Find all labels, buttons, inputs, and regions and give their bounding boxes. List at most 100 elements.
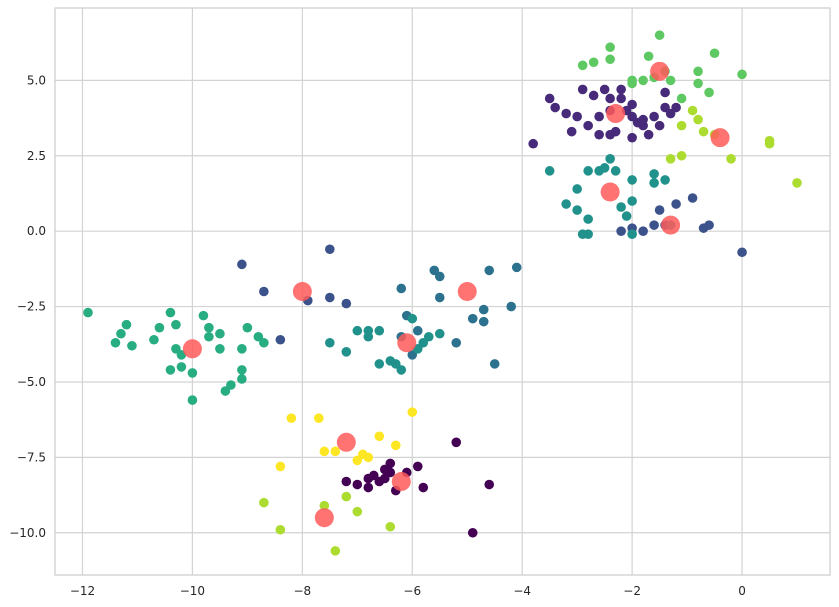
data-point xyxy=(627,196,637,206)
x-tick-label: −8 xyxy=(293,584,311,598)
data-point xyxy=(451,437,462,448)
data-point xyxy=(396,283,407,294)
data-point xyxy=(489,359,500,369)
data-point xyxy=(204,322,214,333)
data-point xyxy=(605,153,615,164)
data-point xyxy=(671,199,681,209)
data-point xyxy=(237,259,247,270)
data-point xyxy=(550,102,560,113)
data-point xyxy=(165,365,176,375)
data-point xyxy=(374,359,385,369)
data-point xyxy=(599,84,610,95)
data-point xyxy=(407,313,418,324)
data-point xyxy=(116,328,126,339)
data-point xyxy=(594,111,604,122)
data-point xyxy=(693,114,703,125)
data-point xyxy=(127,340,137,351)
data-point xyxy=(616,226,626,236)
data-point xyxy=(577,60,588,71)
data-point xyxy=(605,129,615,140)
data-point xyxy=(660,175,670,185)
data-point xyxy=(341,476,352,487)
data-point xyxy=(638,114,648,125)
data-point xyxy=(764,138,775,149)
data-point xyxy=(259,337,269,348)
x-tick-label: −10 xyxy=(180,584,205,598)
data-point xyxy=(643,129,654,140)
data-point xyxy=(572,184,582,194)
data-point xyxy=(385,521,396,532)
data-point xyxy=(665,108,676,119)
data-point xyxy=(368,470,379,481)
data-point xyxy=(325,292,335,303)
data-point xyxy=(627,99,637,110)
data-point xyxy=(226,380,236,390)
data-point xyxy=(583,229,593,239)
data-point xyxy=(484,265,495,276)
data-point xyxy=(583,120,593,131)
centroid-marker xyxy=(336,432,356,452)
cluster-series-6 xyxy=(83,307,269,405)
data-point xyxy=(171,319,181,330)
data-point xyxy=(325,244,335,255)
data-point xyxy=(649,111,659,122)
data-point xyxy=(352,479,363,490)
data-point xyxy=(594,129,604,140)
data-point xyxy=(412,461,423,472)
y-tick-label: −7.5 xyxy=(17,450,46,464)
data-point xyxy=(110,337,121,348)
data-point xyxy=(709,48,720,59)
data-point xyxy=(610,166,621,176)
data-point xyxy=(654,30,665,40)
data-point xyxy=(605,93,615,104)
data-point xyxy=(374,325,385,336)
data-point xyxy=(215,328,225,339)
data-point xyxy=(319,446,330,457)
data-point xyxy=(434,271,445,282)
data-point xyxy=(544,93,555,104)
data-point xyxy=(275,524,286,535)
data-point xyxy=(627,78,637,89)
data-point xyxy=(737,69,747,80)
centroid-marker xyxy=(182,339,202,359)
centroid-marker xyxy=(391,472,411,492)
data-point xyxy=(341,298,352,309)
y-tick-label: 0.0 xyxy=(27,224,46,238)
data-point xyxy=(676,150,687,161)
centroid-marker xyxy=(710,128,730,148)
data-point xyxy=(638,75,648,86)
data-point xyxy=(627,229,637,239)
data-point xyxy=(176,362,187,372)
data-point xyxy=(643,51,654,62)
data-point xyxy=(704,87,714,98)
data-point xyxy=(423,331,434,342)
data-point xyxy=(478,304,489,315)
tick-labels: −12 −10 −8 −6 −4 −2 0 5.0 2.5 0.0 −2.5 −5.0 −7.5 −10.… xyxy=(9,73,746,598)
data-point xyxy=(654,205,665,215)
data-point xyxy=(352,506,363,517)
data-point xyxy=(665,75,676,86)
centroid-marker xyxy=(600,182,620,202)
data-point xyxy=(588,57,599,68)
data-point xyxy=(407,407,418,417)
data-point xyxy=(165,307,176,318)
data-point xyxy=(506,301,517,312)
data-point xyxy=(379,464,390,475)
x-tick-label: −4 xyxy=(513,584,531,598)
data-point xyxy=(572,111,582,122)
data-point xyxy=(363,482,374,493)
data-point xyxy=(693,78,703,89)
data-point xyxy=(204,331,214,342)
data-point xyxy=(654,120,665,131)
data-point xyxy=(737,247,747,258)
data-point xyxy=(599,163,610,173)
data-point xyxy=(330,546,341,556)
data-point xyxy=(660,87,670,98)
data-point xyxy=(237,344,247,354)
data-point xyxy=(704,220,714,230)
data-point xyxy=(259,286,269,297)
data-point xyxy=(358,449,368,460)
data-point xyxy=(83,307,93,318)
data-point xyxy=(605,54,615,65)
